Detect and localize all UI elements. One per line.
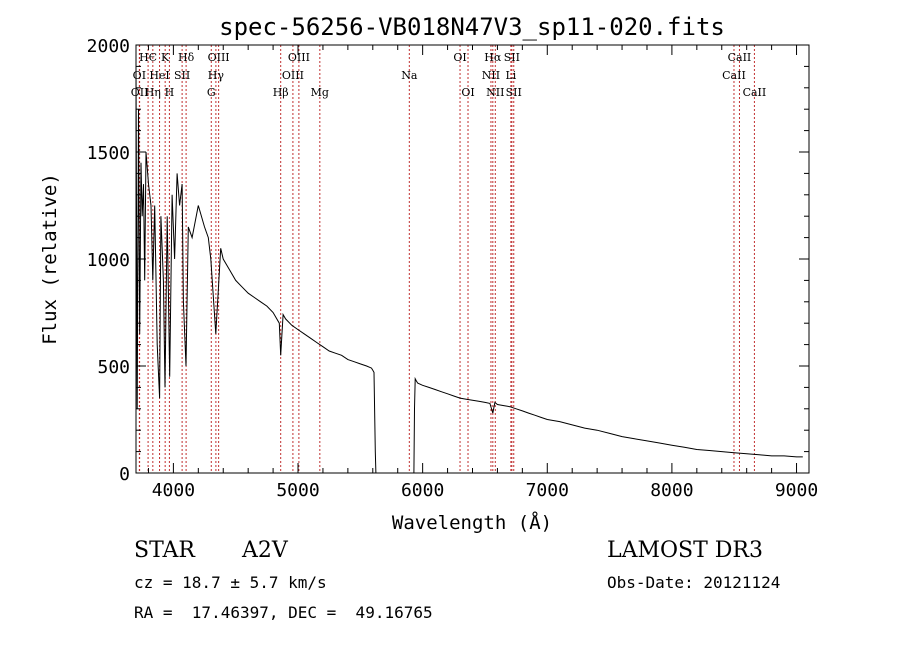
line-label-25: NII [486, 86, 504, 99]
y-axis-ticks: 0 500 1000 1500 2000 [87, 36, 809, 485]
x-axis-label: Wavelength (Å) [392, 511, 552, 534]
line-label-23: Mg [311, 86, 329, 99]
line-label-7: SII [504, 51, 520, 64]
y-axis-label: Flux (relative) [39, 173, 61, 345]
x-axis-ticks: 4000 5000 6000 7000 8000 9000 [147, 45, 818, 501]
x-tick-label-5: 9000 [775, 480, 818, 501]
x-tick-label-4: 8000 [650, 480, 693, 501]
spectrum-line [135, 66, 803, 474]
line-label-24: OI [461, 86, 474, 99]
object-class: STAR [134, 538, 195, 563]
line-label-9: OI [133, 69, 146, 82]
line-label-22: Hβ [273, 86, 289, 99]
line-label-4: OIII [288, 51, 310, 64]
y-tick-label-0: 0 [119, 464, 130, 485]
line-label-21: G [207, 86, 216, 99]
coordinates: RA = 17.46397, DEC = 49.16765 [134, 603, 433, 622]
line-label-27: CaII [743, 86, 767, 99]
line-label-18: OII [131, 86, 149, 99]
line-label-13: OIII [282, 69, 304, 82]
observation-date: Obs-Date: 20121124 [607, 573, 781, 592]
line-label-26: SII [506, 86, 522, 99]
y-tick-label-4: 2000 [87, 36, 130, 57]
x-tick-label-1: 5000 [276, 480, 319, 501]
line-label-19: Hη [145, 86, 161, 99]
spectral-line-markers [138, 45, 755, 473]
x-tick-label-0: 4000 [152, 480, 195, 501]
line-label-16: Li [505, 69, 516, 82]
line-label-10: HeI [149, 69, 169, 82]
y-tick-label-1: 500 [97, 357, 130, 378]
line-label-6: Hα [484, 51, 502, 64]
line-label-15: NII [482, 69, 500, 82]
line-label-17: CaII [722, 69, 746, 82]
chart-title: spec-56256-VB018N47V3_sp11-020.fits [219, 13, 725, 41]
line-label-12: Hγ [208, 69, 225, 82]
line-label-1: K [161, 51, 170, 64]
redshift-value: cz = 18.7 ± 5.7 km/s [134, 573, 327, 592]
line-label-8: CaII [728, 51, 752, 64]
line-label-0: HЄ [139, 51, 157, 64]
y-tick-label-2: 1000 [87, 250, 130, 271]
plot-frame [135, 44, 810, 474]
line-label-20: H [165, 86, 175, 99]
spectrum-chart: spec-56256-VB018N47V3_sp11-020.fits HЄ K H… [39, 13, 818, 534]
survey-name: LAMOST DR3 [607, 538, 763, 563]
x-tick-label-2: 6000 [401, 480, 444, 501]
x-tick-label-3: 7000 [526, 480, 569, 501]
line-label-5: OI [453, 51, 466, 64]
line-label-2: Hδ [178, 51, 195, 64]
line-label-3: OIII [208, 51, 230, 64]
y-tick-label-3: 1500 [87, 143, 130, 164]
line-label-11: SII [174, 69, 190, 82]
line-label-14: Na [401, 69, 418, 82]
object-subclass: A2V [242, 538, 288, 563]
